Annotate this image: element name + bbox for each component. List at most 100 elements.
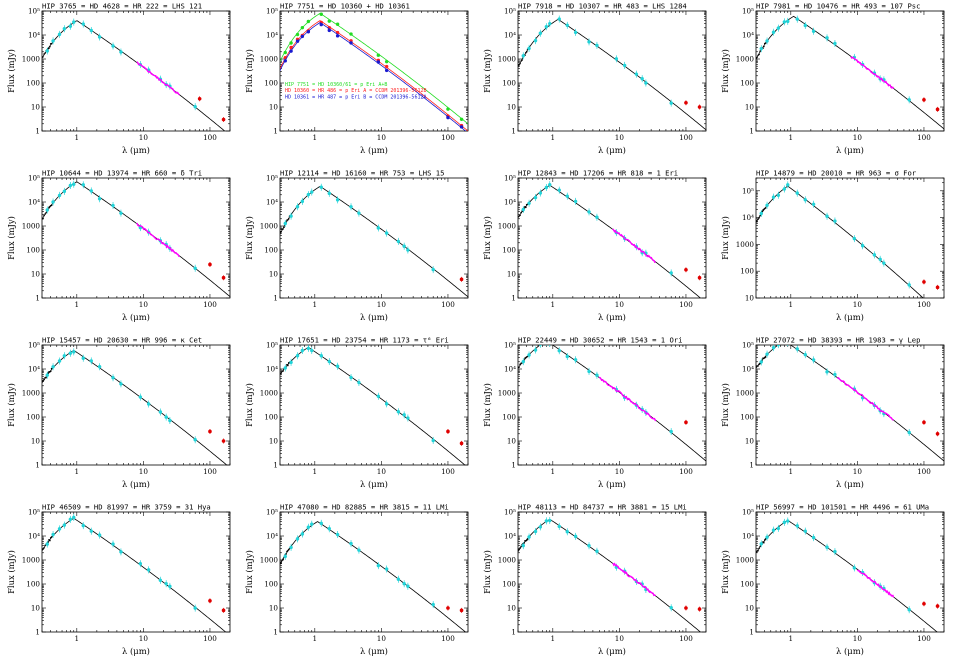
photometry-point: [533, 348, 538, 352]
y-axis-label: Flux (mJy): [6, 49, 16, 93]
far-ir-point: [922, 280, 926, 284]
x-tick-label: 10: [615, 467, 625, 476]
y-tick-label: 10⁵: [504, 7, 516, 16]
photometry-point: [319, 354, 323, 358]
x-tick-label: 100: [441, 133, 455, 142]
photometry-point: [431, 602, 435, 607]
photometry-point: [795, 347, 799, 351]
y-axis-label: Flux (mJy): [720, 216, 730, 260]
panel-title: HIP 56997 = HD 101501 = HR 4496 = 61 UMa: [756, 503, 929, 512]
photometry-point: [349, 41, 353, 45]
x-tick-label: 1: [551, 300, 556, 309]
photometry-point: [759, 46, 763, 51]
y-tick-label: 10⁴: [504, 198, 516, 207]
uv-point: [519, 363, 521, 366]
photometry-point: [595, 215, 599, 219]
x-axis-label: λ (μm): [598, 479, 626, 489]
sed-panel: HIP 7918 = HD 10307 = HR 483 = LHS 1284 1…: [476, 0, 714, 167]
y-tick-label: 10: [269, 103, 279, 112]
uv-point: [758, 547, 760, 550]
photometry-point: [878, 257, 882, 261]
photometry-point: [771, 195, 776, 199]
y-tick-label: 1000: [260, 55, 279, 64]
photometry-point: [310, 522, 314, 526]
y-tick-label: 10: [269, 437, 279, 446]
y-axis-label: Flux (mJy): [482, 550, 492, 594]
plot-area: [42, 18, 226, 131]
x-tick-label: 1: [313, 133, 318, 142]
x-tick-label: 10: [853, 300, 863, 309]
photometry-point: [193, 438, 197, 442]
photometry-point: [622, 63, 627, 68]
y-tick-label: 1: [273, 461, 278, 470]
uv-point: [280, 231, 282, 233]
y-tick-label: 100: [740, 580, 754, 589]
photometry-point: [349, 205, 353, 209]
sed-panel: HIP 22449 = HD 30652 = HR 1543 = 1 Ori 1 1…: [476, 334, 714, 501]
photometry-point: [538, 191, 543, 195]
photometry-point: [68, 517, 73, 522]
photometry-point: [521, 543, 525, 548]
uv-point: [44, 52, 46, 54]
photometry-point: [669, 606, 673, 610]
uv-point: [282, 370, 284, 372]
y-tick-label: 10⁵: [742, 7, 754, 16]
photometry-point: [306, 346, 311, 351]
photometry-point: [283, 554, 287, 559]
far-ir-point: [697, 105, 702, 109]
photometry-point: [557, 349, 561, 353]
photometry-point: [634, 72, 639, 76]
y-axis-label: Flux (mJy): [720, 383, 730, 427]
uv-point: [519, 214, 521, 217]
far-ir-point: [922, 601, 926, 606]
photometry-point: [335, 22, 340, 26]
uv-point: [43, 214, 45, 217]
photometry-point: [81, 523, 85, 528]
x-tick-label: 10: [377, 634, 387, 643]
uv-point: [287, 548, 290, 551]
y-tick-label: 10⁵: [28, 341, 40, 350]
y-tick-label: 1: [35, 127, 40, 136]
photometry-point: [51, 532, 55, 537]
photometry-point: [527, 201, 531, 205]
model-curve: [42, 517, 227, 632]
far-ir-point: [459, 441, 464, 446]
photometry-point: [759, 360, 763, 364]
uv-point: [518, 64, 520, 66]
plot-frame: [755, 177, 945, 299]
photometry-point: [402, 244, 406, 248]
uv-point: [287, 217, 290, 220]
x-axis-label: λ (μm): [122, 646, 150, 656]
photometry-point: [587, 544, 591, 548]
sed-panel: HIP 47080 = HD 82885 = HR 3815 = 11 LMi 1…: [238, 501, 476, 668]
uv-point: [520, 60, 522, 62]
photometry-point: [335, 198, 340, 202]
x-axis-label: λ (μm): [598, 312, 626, 322]
y-axis-label: Flux (mJy): [244, 383, 254, 427]
photometry-point: [548, 182, 552, 187]
far-ir-point: [935, 285, 940, 290]
photometry-point: [57, 527, 62, 531]
x-tick-label: 100: [679, 300, 693, 309]
photometry-point: [68, 24, 73, 28]
y-tick-label: 1: [749, 628, 754, 637]
plot-area: [518, 181, 702, 298]
photometry-point: [833, 549, 837, 554]
photometry-point: [376, 226, 381, 230]
model-curve: [280, 20, 468, 131]
x-tick-label: 10: [139, 467, 149, 476]
model-curve: [756, 519, 938, 632]
sed-panel: HIP 46509 = HD 81997 = HR 3759 = 31 Hya 1…: [0, 501, 238, 668]
plot-frame: [755, 511, 945, 633]
y-tick-label: 1: [511, 127, 516, 136]
photometry-point: [459, 117, 464, 121]
far-ir-point: [684, 267, 688, 272]
photometry-point: [306, 192, 311, 197]
y-tick-label: 10: [507, 437, 517, 446]
y-tick-label: 1000: [260, 556, 279, 565]
y-tick-label: 10⁴: [28, 365, 40, 374]
x-tick-label: 100: [679, 634, 693, 643]
plot-area: [756, 345, 944, 462]
model-curve: [756, 345, 944, 462]
photometry-point: [295, 354, 300, 358]
